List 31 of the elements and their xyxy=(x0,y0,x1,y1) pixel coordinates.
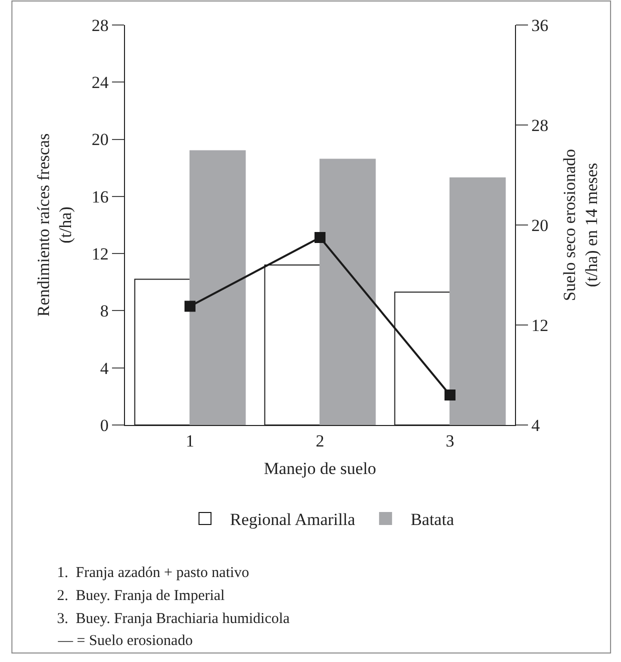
y-axis-title: Rendimiento raíces frescas (t/ha) xyxy=(34,133,76,317)
bar xyxy=(190,150,246,425)
y2-axis-title: Suelo seco erosionado (t/ha) en 14 meses xyxy=(560,148,601,302)
x-tick-label: 2 xyxy=(316,431,324,450)
bar xyxy=(450,177,506,425)
text: — = Suelo erosionado xyxy=(57,633,193,649)
y2-tick-label: 28 xyxy=(531,116,548,135)
y-tick-label: 4 xyxy=(100,358,110,378)
point xyxy=(444,390,456,400)
point xyxy=(184,300,196,312)
y2-tick-label: 36 xyxy=(531,16,548,35)
y-tick-label: 20 xyxy=(92,130,109,150)
y-tick-label: 28 xyxy=(92,16,109,35)
x-tick-label: 3 xyxy=(446,431,454,450)
text: 2. Buey. Franja de Imperial xyxy=(57,588,225,604)
y-tick-label: 0 xyxy=(100,416,109,435)
legend-label: Batata xyxy=(410,510,454,530)
y-tick-label: 12 xyxy=(92,244,109,264)
y-tick-label: 24 xyxy=(92,73,110,92)
text: 3. Buey. Franja Brachiaria humidicola xyxy=(57,611,290,627)
x-axis-title: Manejo de suelo xyxy=(264,458,376,478)
y2-tick-label: 20 xyxy=(531,216,548,235)
point xyxy=(314,232,326,243)
bar xyxy=(320,158,376,425)
y-tick-label: 8 xyxy=(100,302,109,321)
y2-tick-label: 12 xyxy=(531,316,548,335)
legend-label: Regional Amarilla xyxy=(230,510,356,530)
text: 1. Franja azadón + pasto nativo xyxy=(57,565,250,581)
y2-tick-label: 4 xyxy=(531,416,540,435)
y-tick-label: 16 xyxy=(92,187,109,206)
x-tick-label: 1 xyxy=(186,431,194,450)
